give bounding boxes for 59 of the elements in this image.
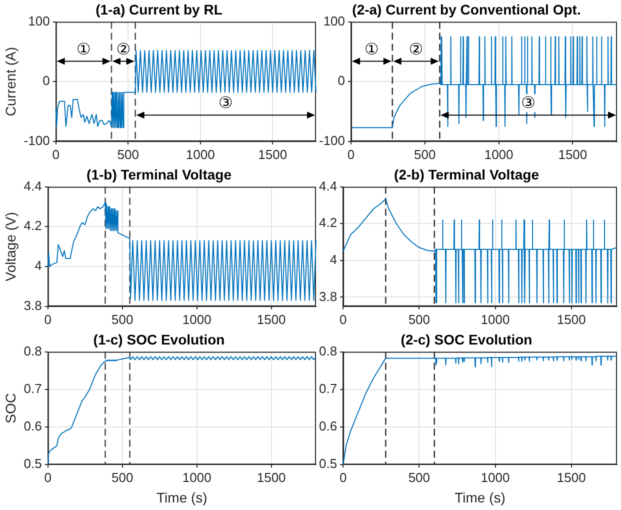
y-tick-label: -100: [24, 132, 50, 148]
x-tick-label: 1500: [556, 470, 586, 485]
x-tick-label: 1000: [182, 312, 212, 327]
y-tick-label: 100: [28, 13, 50, 28]
annotation: ③: [218, 93, 233, 112]
x-tick-label: 1000: [186, 146, 215, 162]
y-tick-label: 4.2: [318, 215, 338, 230]
chart-title: (1-b) Terminal Voltage: [86, 166, 232, 182]
x-tick-label: 1500: [258, 146, 288, 162]
chart-title: (1-a) Current by RL: [96, 1, 223, 18]
x-tick-label: 1500: [558, 146, 588, 162]
x-tick-label: 0: [347, 146, 355, 162]
y-tick-label: 0.7: [24, 380, 42, 396]
y-tick-label: 0: [42, 73, 50, 88]
annotation: ②: [116, 39, 131, 58]
y-tick-label: 4: [34, 258, 42, 274]
y-axis-title: SOC: [2, 393, 18, 424]
y-tick-label: 0.8: [24, 343, 42, 358]
x-tick-label: 1500: [256, 470, 286, 485]
x-tick-label: 500: [117, 146, 139, 162]
x-tick-label: 500: [112, 312, 134, 327]
y-tick-label: 100: [323, 13, 346, 28]
x-tick-label: 1000: [480, 470, 510, 485]
annotation: ②: [408, 39, 424, 58]
y-tick-label: 4.4: [24, 178, 42, 194]
y-tick-label: 4: [330, 252, 338, 267]
y-tick-label: 0.5: [24, 456, 42, 472]
x-axis-title: Time (s): [454, 489, 506, 506]
x-tick-label: 0: [52, 146, 60, 162]
x-tick-label: 1500: [556, 312, 586, 327]
y-tick-label: 0.8: [318, 343, 338, 358]
y-tick-label: 3.8: [318, 288, 338, 304]
y-tick-label: 4.2: [24, 218, 42, 234]
y-tick-label: 0.5: [318, 456, 338, 472]
y-tick-label: 0.6: [318, 418, 338, 434]
annotation: ①: [364, 39, 379, 58]
y-axis-title: Current (A): [2, 46, 18, 116]
x-tick-label: 500: [414, 146, 436, 162]
x-axis-title: Time (s): [156, 489, 208, 506]
x-tick-label: 500: [408, 470, 430, 485]
x-tick-label: 500: [112, 470, 134, 485]
x-tick-label: 1000: [480, 312, 510, 327]
x-tick-label: 500: [408, 312, 430, 327]
annotation: ①: [76, 39, 91, 58]
y-axis-title: Voltage (V): [2, 212, 18, 282]
y-tick-label: 0: [338, 73, 346, 88]
y-tick-label: 0.7: [318, 380, 338, 396]
y-tick-label: -100: [318, 132, 346, 148]
annotation: ③: [521, 93, 536, 112]
chart-title: (2-b) Terminal Voltage: [394, 166, 540, 182]
chart-title: (1-c) SOC Evolution: [93, 331, 225, 348]
x-tick-label: 1500: [256, 312, 286, 327]
chart-title: (2-a) Current by Conventional Opt.: [352, 1, 581, 18]
x-tick-label: 1000: [484, 146, 514, 162]
y-tick-label: 0.6: [24, 418, 42, 434]
y-tick-label: 3.8: [24, 298, 42, 313]
y-tick-label: 4.4: [318, 178, 338, 194]
chart-title: (2-c) SOC Evolution: [400, 331, 532, 348]
x-tick-label: 1000: [182, 470, 212, 485]
